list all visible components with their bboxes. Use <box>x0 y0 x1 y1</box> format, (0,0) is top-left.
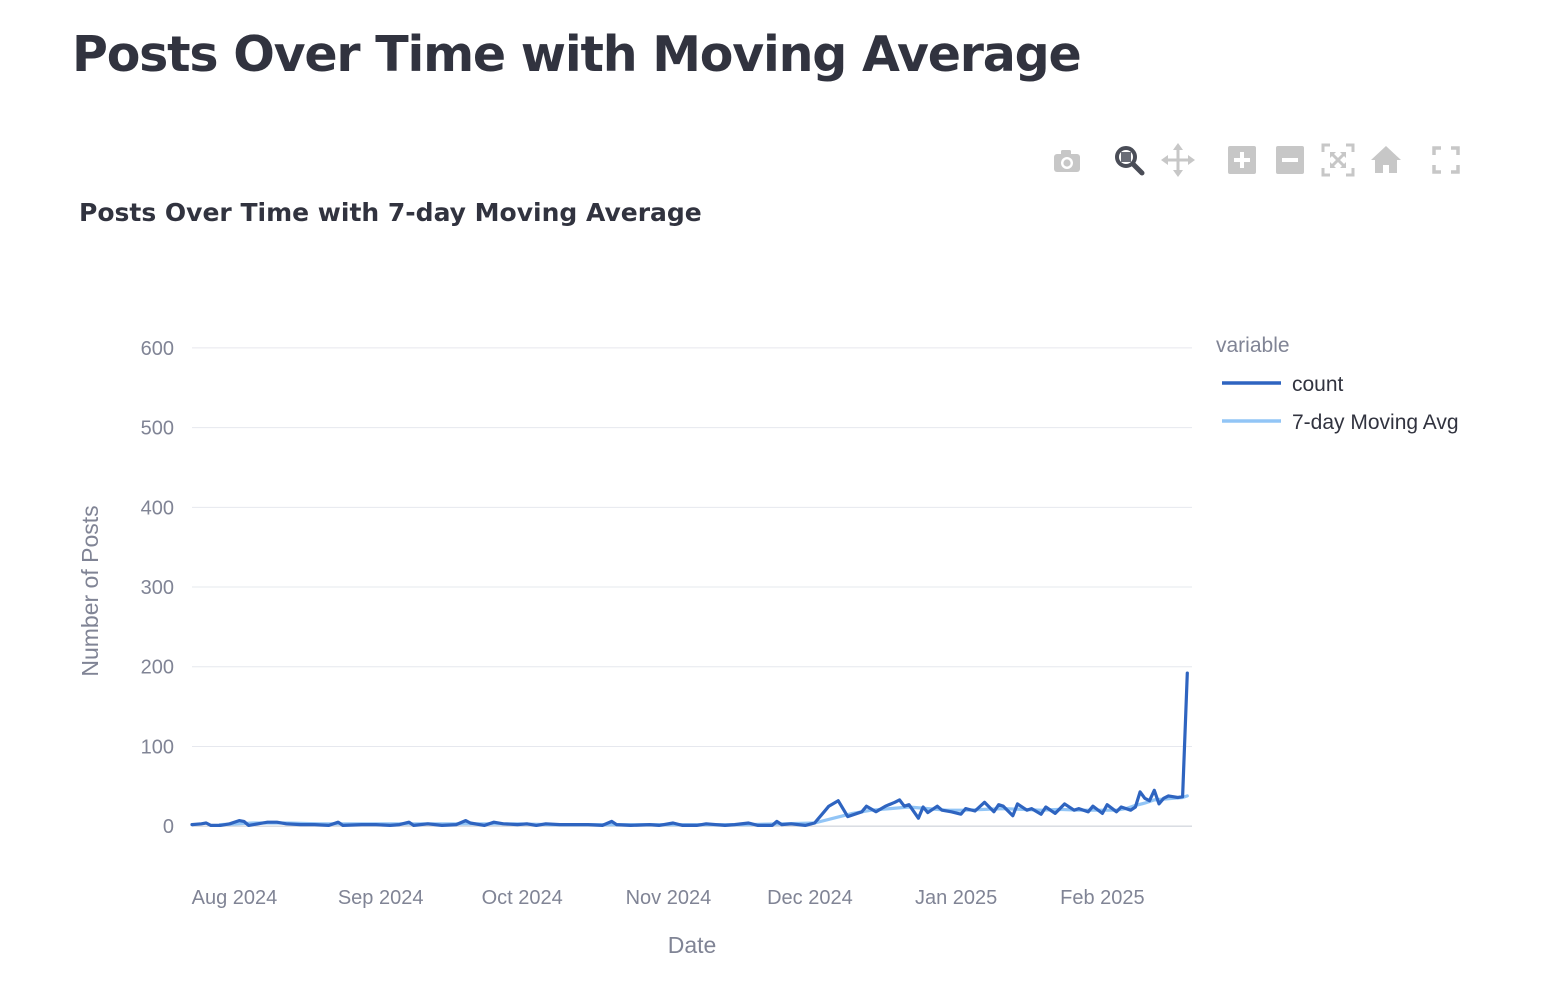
fullscreen-button[interactable] <box>1426 140 1466 180</box>
page-title: Posts Over Time with Moving Average <box>72 26 1082 83</box>
zoom-button[interactable] <box>1110 140 1150 180</box>
zoom-in-icon <box>1228 146 1256 174</box>
x-tick-label: Aug 2024 <box>192 887 278 909</box>
x-tick-label: Jan 2025 <box>915 887 997 909</box>
autoscale-button[interactable] <box>1318 140 1358 180</box>
legend-item[interactable]: count <box>1222 373 1344 396</box>
y-axis-ticks: 0 100 200 300 400 500 600 <box>141 338 174 838</box>
chart-title: Posts Over Time with 7-day Moving Averag… <box>79 198 702 227</box>
reset-axes-button[interactable] <box>1366 140 1406 180</box>
zoom-out-button[interactable] <box>1270 140 1310 180</box>
pan-icon <box>1161 143 1195 177</box>
camera-button[interactable] <box>1046 140 1086 180</box>
zoom-in-button[interactable] <box>1222 140 1262 180</box>
y-tick-label: 500 <box>141 418 174 440</box>
chart-grid <box>192 347 1192 827</box>
y-tick-label: 0 <box>163 816 174 838</box>
fullscreen-icon <box>1432 146 1460 174</box>
x-tick-label: Sep 2024 <box>338 887 424 909</box>
y-tick-label: 600 <box>141 338 174 360</box>
y-tick-label: 300 <box>141 577 174 599</box>
legend-label: 7-day Moving Avg <box>1292 411 1459 434</box>
x-axis-title: Date <box>668 932 717 958</box>
x-tick-label: Nov 2024 <box>626 887 712 909</box>
y-tick-label: 100 <box>141 736 174 758</box>
x-tick-label: Oct 2024 <box>482 887 563 909</box>
legend-label: count <box>1292 373 1344 396</box>
y-tick-label: 400 <box>141 497 174 519</box>
chart-legend: variable count 7-day Moving Avg <box>1216 334 1459 434</box>
y-tick-label: 200 <box>141 657 174 679</box>
zoom-icon <box>1115 146 1145 176</box>
pan-button[interactable] <box>1158 140 1198 180</box>
reset-axes-icon <box>1371 146 1401 173</box>
x-axis-ticks: Aug 2024 Sep 2024 Oct 2024 Nov 2024 Dec 2024… <box>192 887 1145 909</box>
zoom-out-icon <box>1276 146 1304 174</box>
series-line-count <box>190 671 1189 827</box>
y-axis-title: Number of Posts <box>77 505 103 676</box>
legend-title: variable <box>1216 334 1290 357</box>
camera-icon <box>1054 150 1080 172</box>
autoscale-icon <box>1321 143 1355 177</box>
legend-item[interactable]: 7-day Moving Avg <box>1222 411 1459 434</box>
x-tick-label: Feb 2025 <box>1060 887 1145 909</box>
chart-modebar <box>1044 140 1474 182</box>
chart-series <box>190 671 1189 827</box>
x-tick-label: Dec 2024 <box>767 887 853 909</box>
